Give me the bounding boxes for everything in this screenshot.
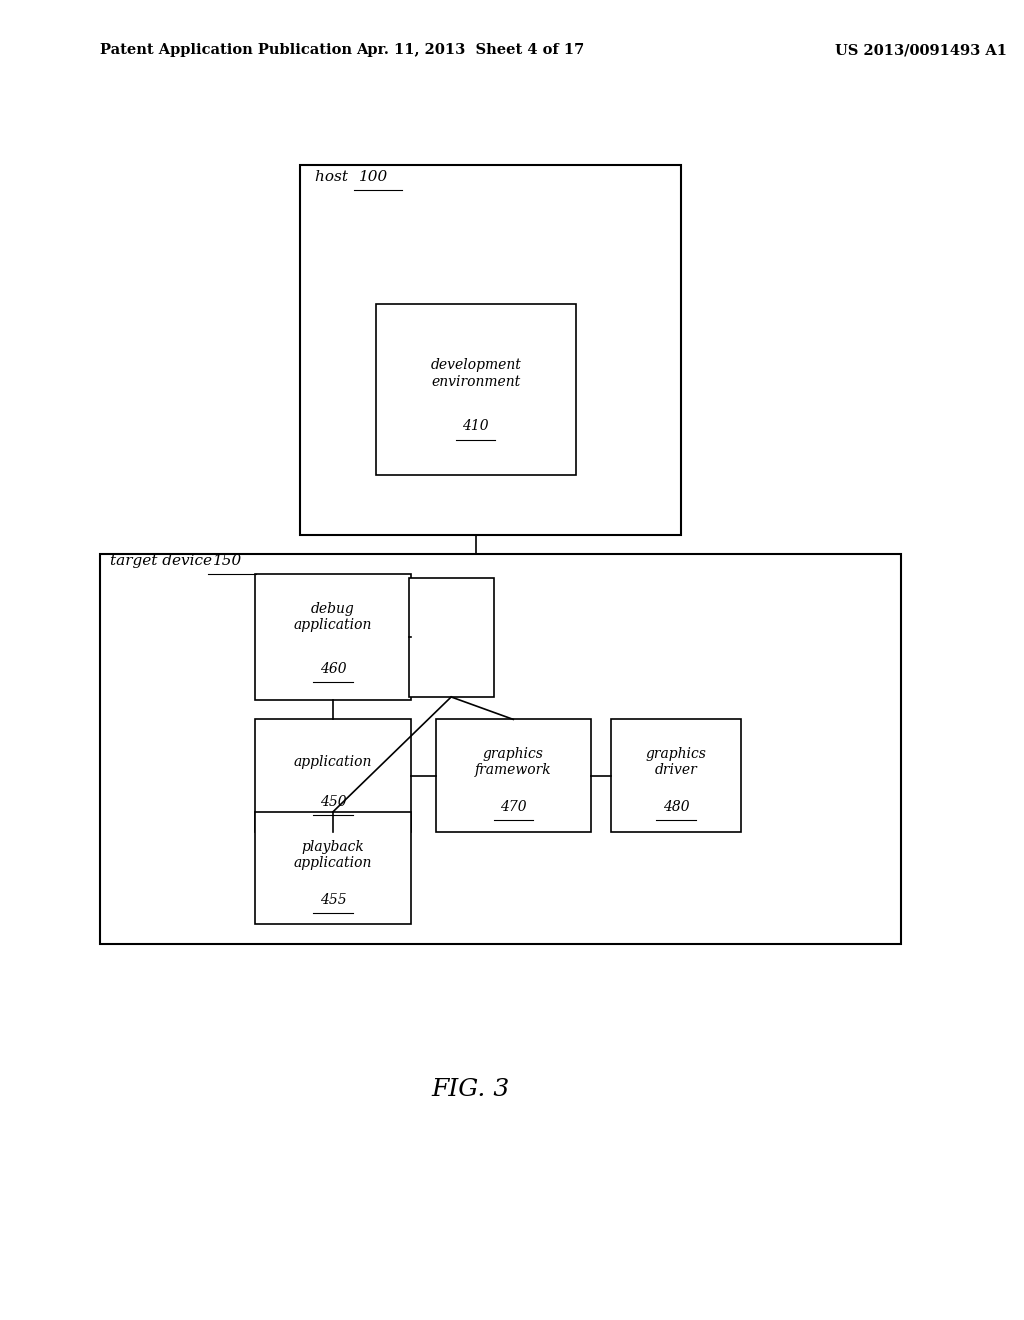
Text: Patent Application Publication: Patent Application Publication	[100, 44, 352, 57]
Text: Apr. 11, 2013  Sheet 4 of 17: Apr. 11, 2013 Sheet 4 of 17	[356, 44, 585, 57]
FancyBboxPatch shape	[255, 812, 411, 924]
FancyBboxPatch shape	[611, 719, 741, 832]
Text: development
environment: development environment	[430, 359, 521, 388]
Text: 450: 450	[319, 795, 346, 809]
FancyBboxPatch shape	[255, 719, 411, 832]
Text: 470: 470	[500, 800, 526, 814]
FancyBboxPatch shape	[255, 574, 411, 700]
Text: application: application	[294, 755, 372, 770]
FancyBboxPatch shape	[300, 165, 681, 535]
Text: 100: 100	[358, 170, 388, 183]
Text: host: host	[315, 170, 353, 183]
FancyBboxPatch shape	[435, 719, 591, 832]
FancyBboxPatch shape	[100, 554, 901, 944]
Text: FIG. 3: FIG. 3	[431, 1077, 510, 1101]
Text: target device: target device	[111, 554, 217, 568]
Text: US 2013/0091493 A1: US 2013/0091493 A1	[836, 44, 1008, 57]
Text: 410: 410	[463, 420, 489, 433]
Text: 460: 460	[319, 661, 346, 676]
Text: graphics
driver: graphics driver	[645, 747, 707, 777]
Text: playback
application: playback application	[294, 840, 372, 870]
Text: 150: 150	[213, 554, 243, 568]
FancyBboxPatch shape	[376, 304, 575, 475]
Text: 455: 455	[319, 892, 346, 907]
Text: debug
application: debug application	[294, 602, 372, 632]
Text: graphics
framework: graphics framework	[475, 747, 552, 777]
Text: 480: 480	[663, 800, 689, 814]
FancyBboxPatch shape	[409, 578, 494, 697]
